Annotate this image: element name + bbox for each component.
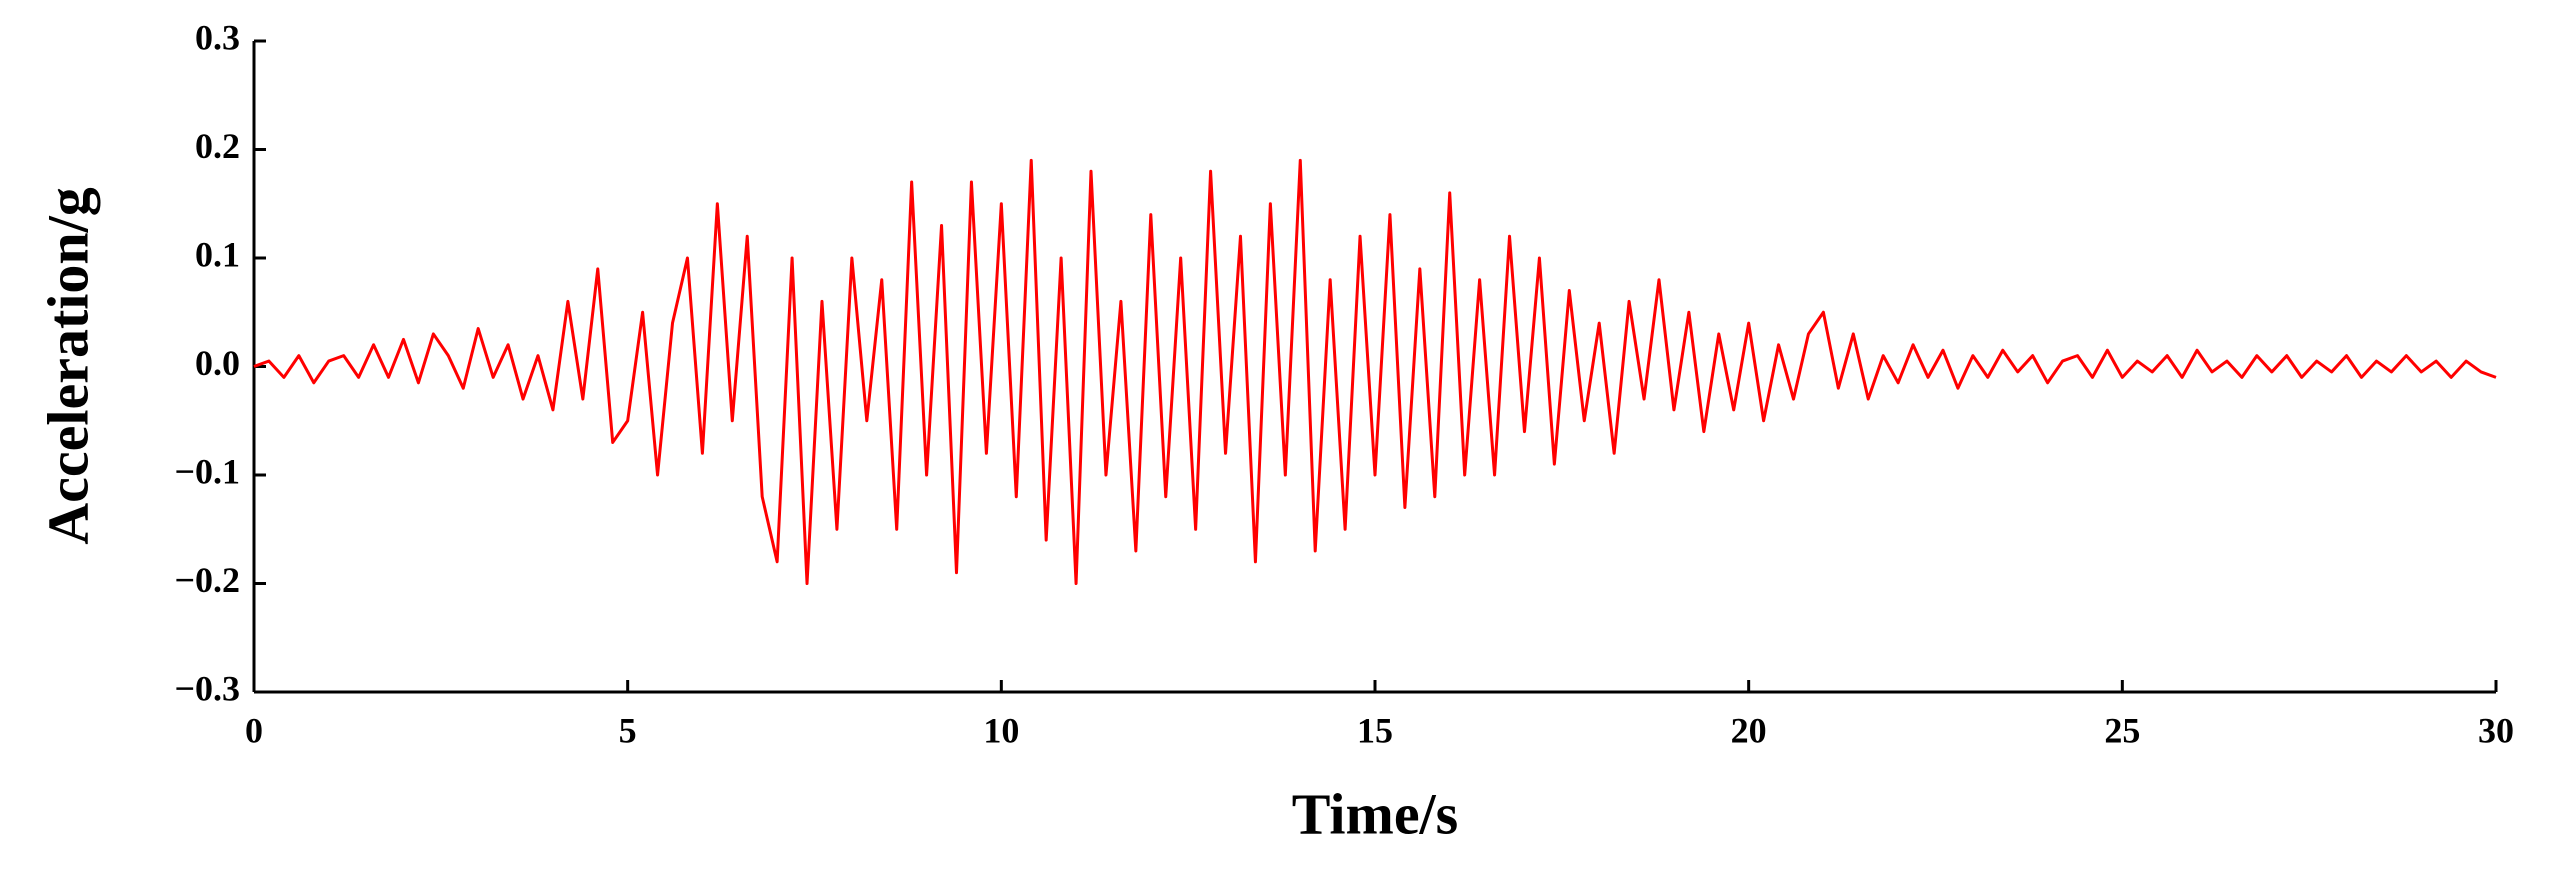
x-axis-title: Time/s — [1292, 781, 1459, 846]
data-line — [253, 158, 2497, 585]
y-tick-label: −0.2 — [174, 560, 240, 600]
x-tick-label: 10 — [983, 710, 1019, 750]
x-tick-label: 30 — [2478, 710, 2514, 750]
y-tick-label: 0.2 — [195, 126, 240, 166]
x-tick-label: 25 — [2104, 710, 2140, 750]
x-tick-label: 5 — [619, 710, 637, 750]
y-tick-label: −0.1 — [174, 451, 240, 491]
y-tick-label: 0.0 — [195, 343, 240, 383]
y-tick-label: 0.1 — [195, 234, 240, 274]
x-tick-label: 0 — [245, 710, 263, 750]
x-tick-label: 20 — [1731, 710, 1767, 750]
y-tick-label: −0.3 — [174, 668, 240, 708]
y-axis-title: Acceleration/g — [35, 187, 100, 545]
x-tick-label: 15 — [1357, 710, 1393, 750]
y-tick-label: 0.3 — [195, 17, 240, 57]
